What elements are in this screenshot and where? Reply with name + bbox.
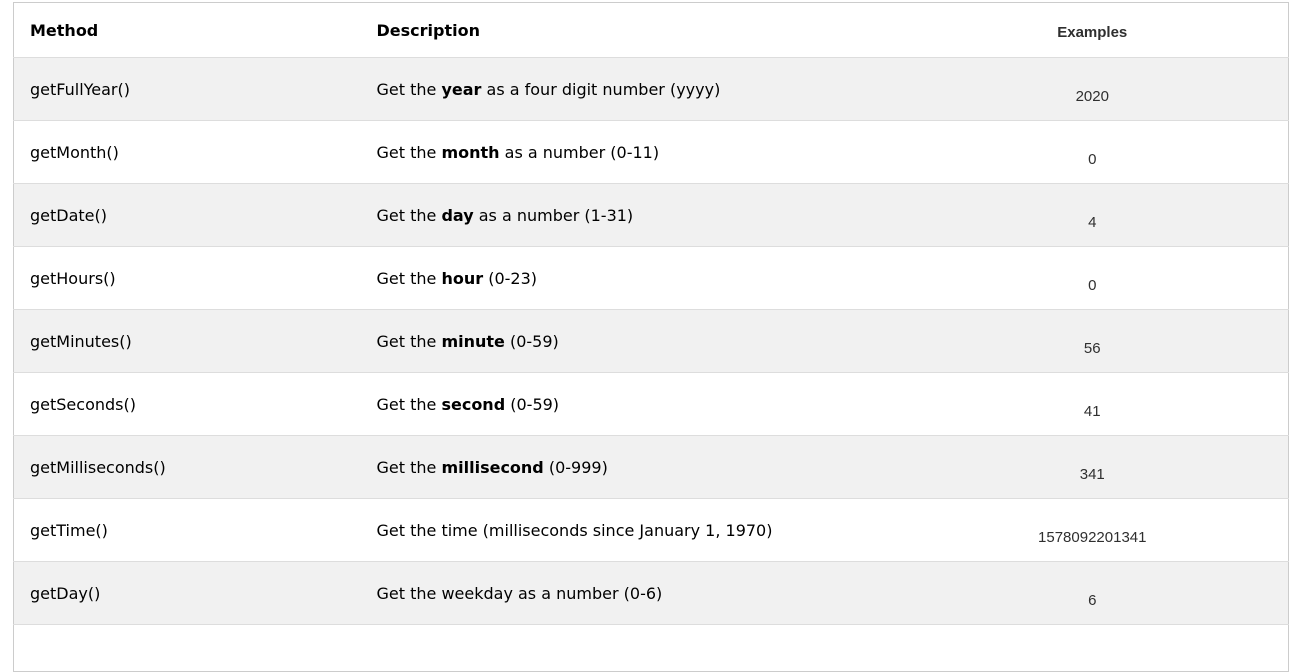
description-text: (0-23) (483, 268, 538, 288)
description-text: Get the time (milliseconds since January… (376, 520, 773, 540)
description-text: (0-59) (504, 331, 559, 351)
description-text: Get the (376, 394, 442, 414)
description-keyword: hour (441, 268, 484, 288)
method-cell: getTime() (13, 498, 361, 562)
example-value: 0 (896, 246, 1289, 310)
description-cell: Get the time (milliseconds since January… (360, 498, 897, 562)
description-text: Get the weekday as a number (0-6) (376, 583, 663, 603)
description-cell: Get the year as a four digit number (yyy… (360, 57, 897, 121)
method-cell: getDate() (13, 183, 361, 247)
table-row: getFullYear() Get the year as a four dig… (13, 57, 1289, 121)
method-cell: getSeconds() (13, 372, 361, 436)
method-cell: getMinutes() (13, 309, 361, 373)
description-cell: Get the hour (0-23) (360, 246, 897, 310)
description-cell: Get the day as a number (1-31) (360, 183, 897, 247)
description-text: Get the (376, 142, 442, 162)
column-header-description: Description (360, 2, 897, 58)
date-methods-table: Method Description Examples getFullYear(… (13, 2, 1289, 672)
description-text: Get the (376, 205, 442, 225)
table-body: getFullYear() Get the year as a four dig… (13, 57, 1289, 672)
example-value: 4 (896, 183, 1289, 247)
table-row: getMinutes() Get the minute (0-59) 56 (13, 309, 1289, 373)
example-value: 56 (896, 309, 1289, 373)
table-row: getTime() Get the time (milliseconds sin… (13, 498, 1289, 562)
partial-next-row (13, 624, 1289, 672)
description-text: Get the (376, 79, 442, 99)
method-cell: getMilliseconds() (13, 435, 361, 499)
method-cell: getMonth() (13, 120, 361, 184)
example-value: 2020 (896, 57, 1289, 121)
table-row: getHours() Get the hour (0-23) 0 (13, 246, 1289, 310)
method-cell: getHours() (13, 246, 361, 310)
description-text: as a four digit number (yyyy) (481, 79, 721, 99)
method-cell: getDay() (13, 561, 361, 625)
table-row: getMonth() Get the month as a number (0-… (13, 120, 1289, 184)
table-row: getSeconds() Get the second (0-59) 41 (13, 372, 1289, 436)
table-row: getDate() Get the day as a number (1-31)… (13, 183, 1289, 247)
table-header: Method Description Examples (13, 2, 1289, 58)
table-row: getMilliseconds() Get the millisecond (0… (13, 435, 1289, 499)
description-text: Get the (376, 457, 442, 477)
description-keyword: year (441, 79, 482, 99)
description-text: (0-59) (505, 394, 560, 414)
date-methods-table-container: Method Description Examples getFullYear(… (13, 2, 1289, 672)
column-header-examples: Examples (896, 2, 1289, 58)
description-keyword: minute (441, 331, 505, 351)
description-cell: Get the second (0-59) (360, 372, 897, 436)
example-value: 41 (896, 372, 1289, 436)
example-value: 6 (896, 561, 1289, 625)
description-text: as a number (0-11) (499, 142, 660, 162)
description-text: Get the (376, 331, 442, 351)
description-text: Get the (376, 268, 442, 288)
description-keyword: month (441, 142, 500, 162)
table-row: getDay() Get the weekday as a number (0-… (13, 561, 1289, 625)
method-cell: getFullYear() (13, 57, 361, 121)
description-text: as a number (1-31) (473, 205, 634, 225)
column-header-method: Method (13, 2, 361, 58)
description-text: (0-999) (543, 457, 608, 477)
description-keyword: second (441, 394, 506, 414)
description-keyword: day (441, 205, 474, 225)
description-cell: Get the weekday as a number (0-6) (360, 561, 897, 625)
example-value: 341 (896, 435, 1289, 499)
example-value: 1578092201341 (896, 498, 1289, 562)
description-keyword: millisecond (441, 457, 544, 477)
description-cell: Get the millisecond (0-999) (360, 435, 897, 499)
description-cell: Get the month as a number (0-11) (360, 120, 897, 184)
example-value: 0 (896, 120, 1289, 184)
header-row: Method Description Examples (13, 2, 1289, 58)
description-cell: Get the minute (0-59) (360, 309, 897, 373)
